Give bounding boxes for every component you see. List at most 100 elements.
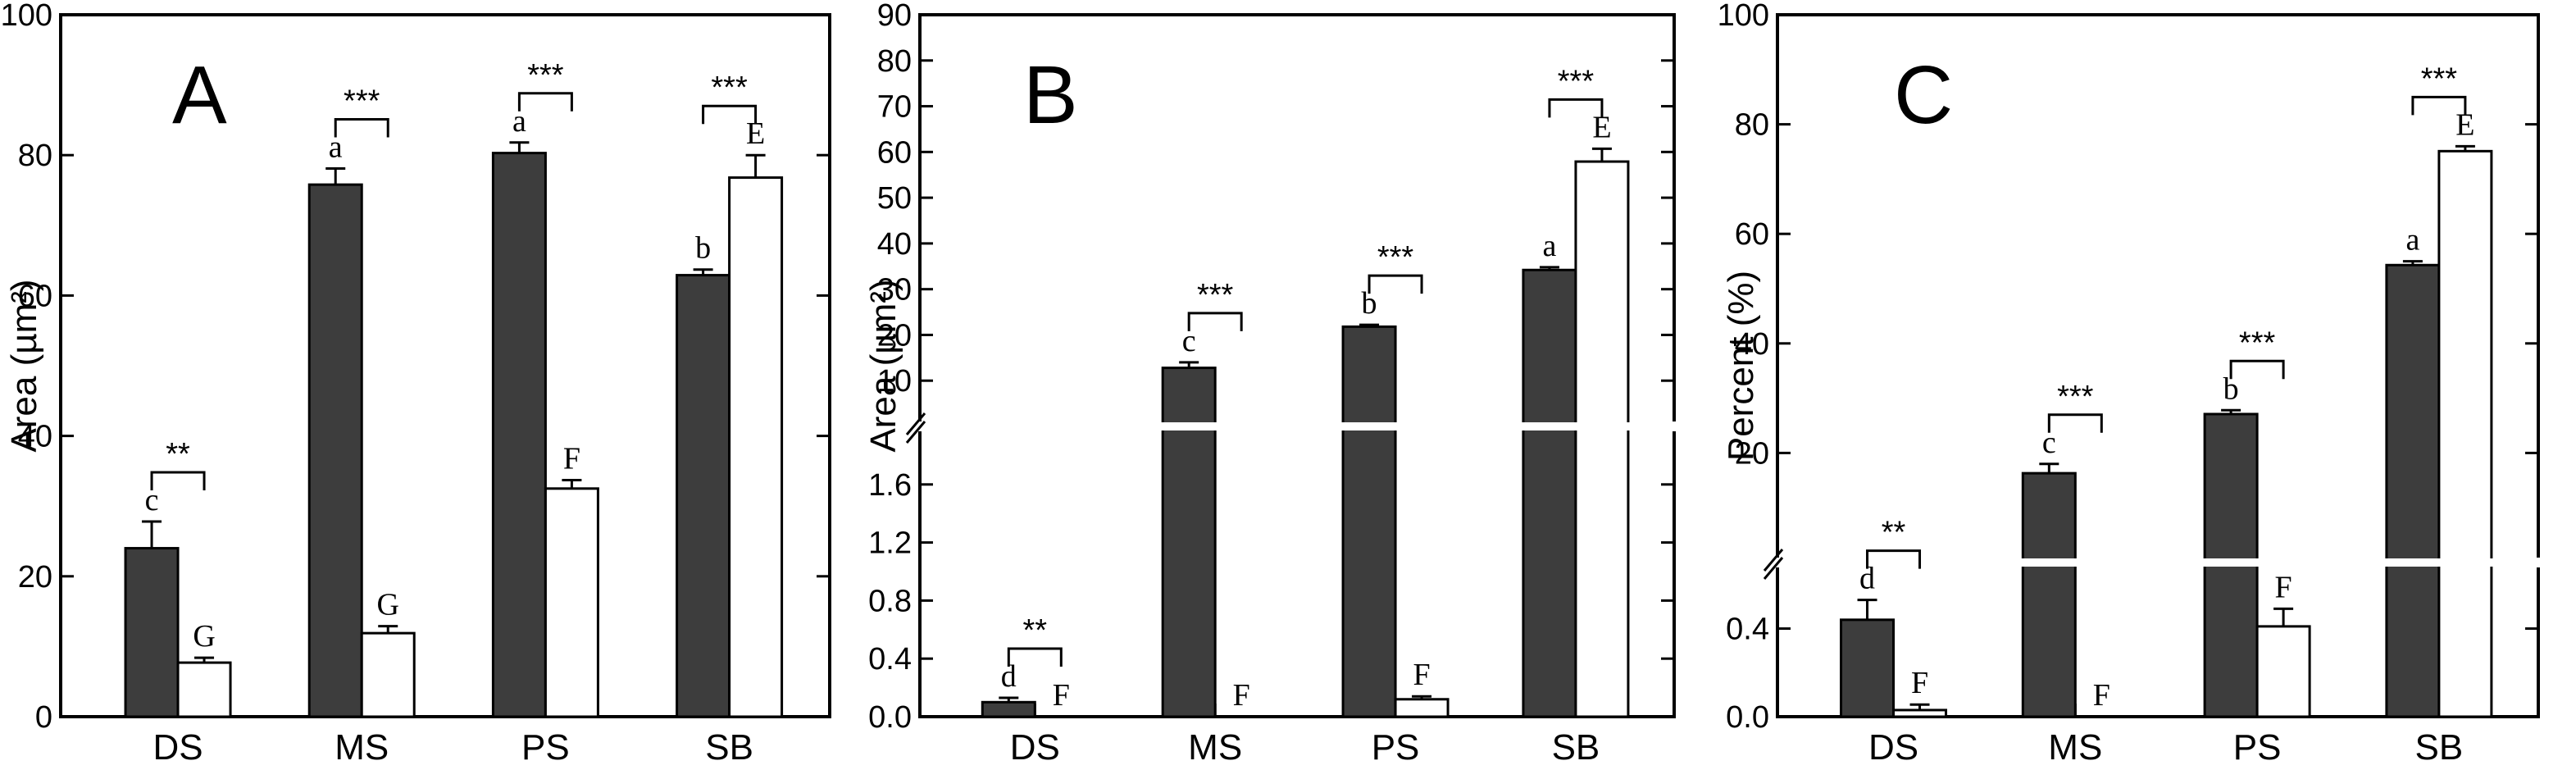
y-tick-label: 50 [877, 181, 912, 216]
y-tick-label: 40 [18, 420, 52, 454]
y-tick-label: 20 [877, 318, 912, 353]
x-tick-label: DS [1010, 727, 1060, 768]
bar-light-letter: F [2275, 570, 2292, 604]
bar-dark [1341, 325, 1397, 718]
bar-dark-letter: a [329, 130, 343, 164]
x-tick-label: DS [152, 727, 203, 768]
bar-light-letter: F [1413, 658, 1430, 692]
axis-break-gap-right [1669, 421, 1679, 431]
significance-label: ** [1882, 516, 1906, 550]
significance-bracket [1368, 274, 1423, 294]
x-tick-label: MS [2048, 727, 2102, 768]
significance-bracket [2229, 359, 2285, 380]
bar-light-letter: F [563, 442, 580, 476]
bar-light-letter: F [1233, 678, 1250, 713]
y-tick-label: 20 [18, 560, 52, 594]
bar-break-gap [2436, 558, 2494, 567]
bar-dark [1522, 268, 1577, 718]
y-tick-label: 80 [18, 139, 52, 173]
significance-label: *** [2239, 326, 2276, 360]
bar-light-letter: E [2455, 107, 2474, 142]
significance-bracket [517, 92, 573, 112]
y-axis-label: Area (µm²) [863, 279, 903, 452]
bar-dark [676, 274, 731, 718]
y-tick-label: 100 [1718, 0, 1769, 33]
bar-light [2437, 149, 2493, 718]
significance-label: ** [166, 437, 190, 472]
y-tick-label: 90 [877, 0, 912, 33]
y-tick-label: 0.0 [1726, 700, 1769, 735]
plot-frame [59, 13, 831, 718]
bar-light [1892, 708, 1948, 718]
axis-break-mark [1763, 557, 1784, 580]
bar-dark [2021, 472, 2077, 718]
bar-light-letter: E [746, 116, 765, 151]
bar-dark-letter: a [512, 104, 526, 139]
y-tick-label: 1.2 [868, 526, 912, 561]
axis-break-gap-right [2533, 558, 2543, 567]
bar-break-gap [2020, 558, 2078, 567]
bar-dark-letter: a [2405, 223, 2419, 257]
y-tick-label: 80 [1735, 108, 1769, 143]
y-axis-label: Area (µm²) [4, 279, 44, 452]
bar-dark [1161, 367, 1217, 718]
significance-bracket [1007, 647, 1063, 667]
y-tick-label: 80 [877, 44, 912, 79]
bar-dark [491, 152, 547, 718]
plot-frame [1776, 13, 2540, 718]
significance-label: ** [1023, 613, 1048, 648]
bar-break-gap [1340, 422, 1399, 430]
axis-break-mark [1763, 549, 1784, 572]
y-tick-label: 100 [1, 0, 52, 33]
x-tick-label: SB [705, 727, 753, 768]
panel-letter: B [1023, 49, 1078, 141]
significance-bracket [1866, 549, 1922, 569]
x-tick-label: DS [1868, 727, 1918, 768]
x-tick-label: PS [1372, 727, 1420, 768]
bar-dark [124, 547, 180, 718]
bar-dark-letter: b [1362, 286, 1377, 321]
bar-dark-letter: b [2223, 371, 2239, 406]
significance-bracket [150, 471, 206, 491]
significance-label: *** [2057, 380, 2094, 414]
significance-bracket [2411, 95, 2467, 116]
significance-label: *** [711, 71, 748, 105]
significance-bracket [2047, 413, 2103, 433]
bar-break-gap [1160, 422, 1218, 430]
y-tick-label: 60 [877, 135, 912, 170]
significance-bracket [334, 117, 389, 138]
x-tick-label: SB [2415, 727, 2464, 768]
bar-light [544, 487, 599, 718]
y-tick-label: 10 [877, 364, 912, 399]
significance-label: *** [527, 58, 564, 93]
significance-label: *** [1558, 64, 1595, 98]
axis-break-mark [905, 412, 926, 435]
y-axis-label: Percent (%) [1721, 271, 1761, 461]
y-tick-label: 0.0 [868, 700, 912, 735]
bar-break-gap [2202, 558, 2260, 567]
bar-light [1394, 698, 1450, 718]
x-tick-label: PS [521, 727, 570, 768]
y-tick-label: 60 [18, 279, 52, 313]
y-tick-label: 40 [877, 227, 912, 262]
panel-c-chart: 0.0 0.4 20 40 60 80 100 Percent (%) C DS d F ** MS c F *… [1718, 0, 2543, 768]
x-tick-label: MS [1188, 727, 1242, 768]
bar-dark [2385, 263, 2441, 718]
significance-label: *** [344, 84, 380, 118]
bar-break-gap [1572, 422, 1631, 430]
significance-label: *** [1197, 278, 1234, 312]
bar-light [360, 631, 416, 718]
significance-bracket [1548, 98, 1604, 118]
y-tick-label: 60 [1735, 217, 1769, 252]
bar-dark [981, 700, 1036, 718]
bar-light-letter: F [1053, 678, 1070, 713]
bar-dark-letter: d [1001, 659, 1017, 694]
bar-light [2255, 625, 2311, 718]
bar-light [176, 661, 232, 718]
significance-label: *** [2421, 61, 2458, 96]
bar-light-letter: F [1911, 666, 1928, 700]
y-tick-label: 30 [877, 273, 912, 308]
bar-light [728, 176, 784, 718]
bar-dark-letter: c [2042, 426, 2056, 460]
y-tick-label: 40 [1735, 327, 1769, 362]
